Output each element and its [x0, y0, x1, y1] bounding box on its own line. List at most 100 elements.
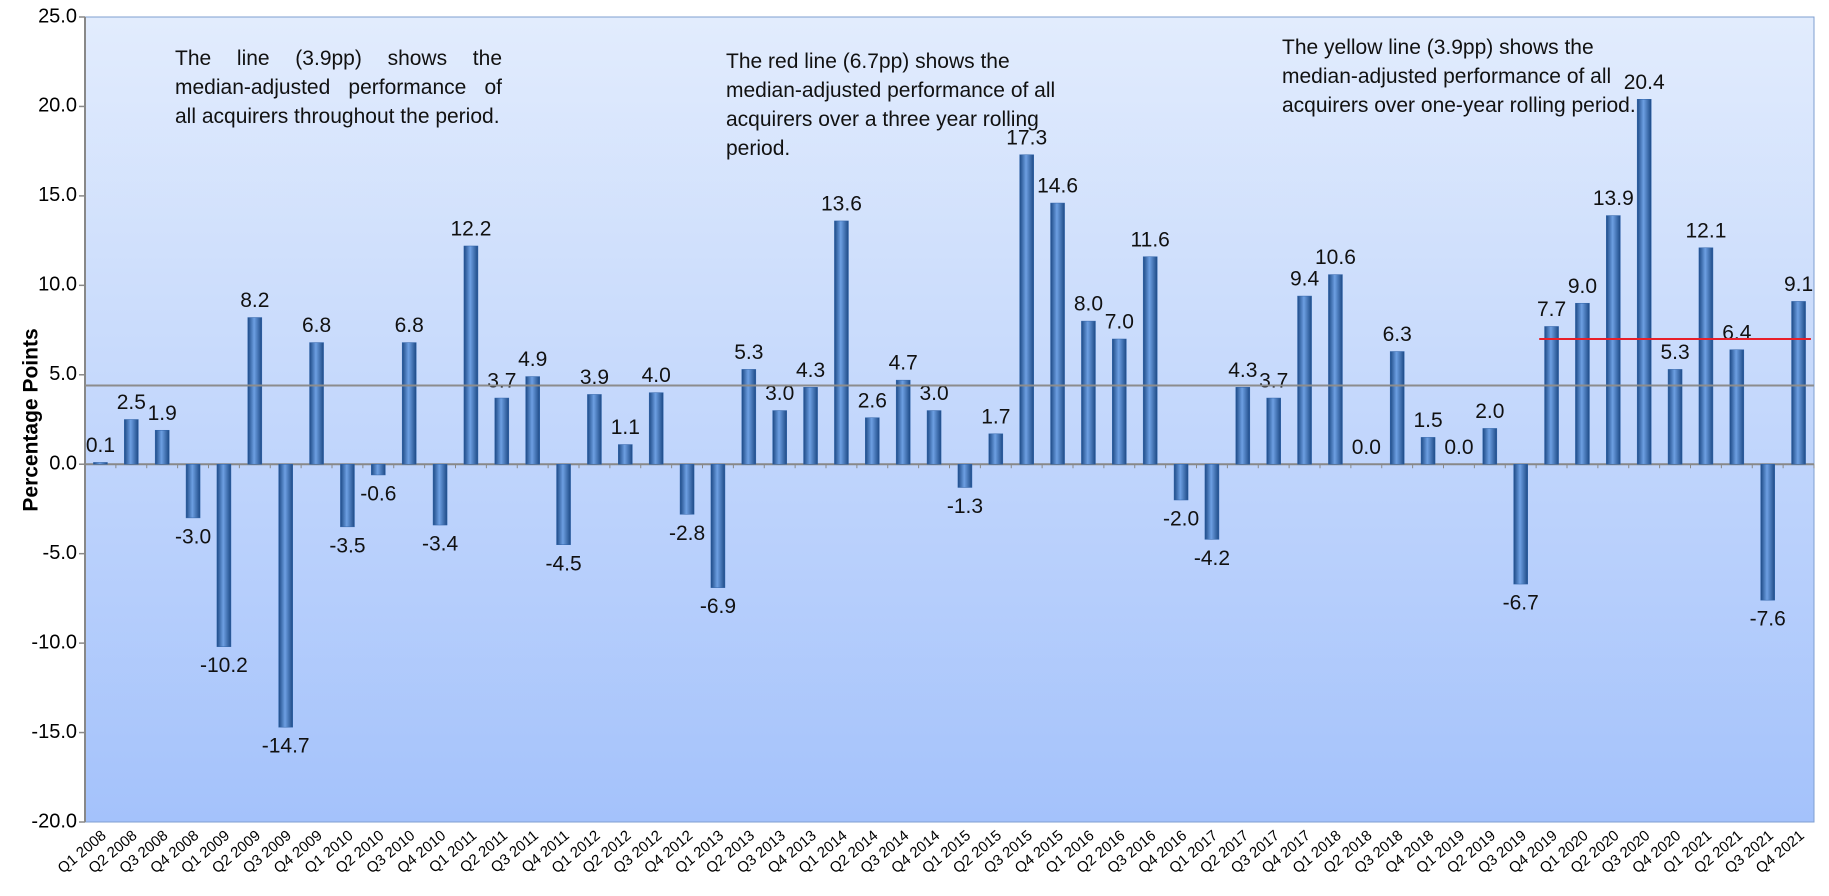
data-label: -6.7 — [1503, 592, 1539, 615]
bar — [1389, 351, 1405, 465]
data-label: -4.5 — [545, 552, 581, 575]
plot-area — [84, 16, 1815, 823]
data-label: 8.0 — [1074, 293, 1103, 316]
bar — [494, 397, 510, 465]
data-label: 11.6 — [1131, 228, 1170, 251]
bar — [278, 463, 293, 728]
data-label: -3.0 — [175, 525, 211, 548]
y-tick-label: 10.0 — [38, 274, 77, 296]
bar — [371, 463, 386, 476]
y-tick-label: -10.0 — [31, 631, 77, 653]
data-label: 9.4 — [1290, 268, 1320, 291]
bar — [895, 379, 911, 465]
data-label: 6.4 — [1722, 321, 1752, 344]
y-tick-label: -20.0 — [31, 810, 77, 832]
data-label: 14.6 — [1037, 175, 1078, 198]
data-label: 7.0 — [1105, 311, 1134, 334]
data-label: 0.0 — [1352, 436, 1381, 459]
data-label: 17.3 — [1006, 126, 1047, 149]
bar — [247, 317, 263, 465]
data-label: 2.6 — [858, 389, 887, 412]
bar — [1142, 256, 1158, 465]
bar — [1729, 349, 1745, 465]
data-label: 4.0 — [642, 364, 671, 387]
data-label: 4.7 — [889, 352, 918, 375]
bar — [1698, 247, 1714, 465]
bar — [1266, 397, 1281, 465]
bar — [1204, 463, 1220, 540]
y-tick-label: -15.0 — [31, 721, 77, 743]
data-label: -14.7 — [262, 735, 310, 758]
bar — [1081, 320, 1096, 465]
data-label: 3.0 — [919, 382, 948, 405]
data-label: 1.9 — [148, 402, 177, 425]
data-label: 5.3 — [1660, 341, 1689, 364]
bar — [741, 369, 757, 465]
bar — [1760, 463, 1775, 601]
bar — [1575, 302, 1590, 465]
data-label: 9.1 — [1784, 273, 1813, 296]
y-axis-title: Percentage Points — [20, 328, 43, 511]
data-label: 3.7 — [1259, 370, 1288, 393]
bar — [1513, 463, 1528, 585]
bar — [124, 419, 139, 465]
bar — [957, 463, 973, 488]
y-tick-label: 0.0 — [49, 453, 77, 475]
bar — [1328, 274, 1343, 465]
data-label: 3.0 — [765, 382, 794, 405]
data-label: 20.4 — [1624, 71, 1665, 94]
bar — [1235, 387, 1251, 465]
data-label: -3.5 — [329, 534, 365, 557]
data-label: 6.8 — [395, 314, 424, 337]
data-label: 7.7 — [1537, 298, 1566, 321]
bar — [926, 410, 942, 465]
bar — [1050, 202, 1065, 465]
y-tick-label: 15.0 — [38, 184, 77, 206]
bar — [463, 245, 479, 465]
bar — [1420, 437, 1436, 465]
bar — [1791, 301, 1806, 465]
data-label: 3.7 — [487, 370, 516, 393]
data-label: 0.1 — [86, 434, 115, 457]
bar — [710, 463, 726, 588]
bar — [1112, 338, 1127, 465]
data-label: 4.3 — [796, 359, 825, 382]
bar — [1019, 154, 1034, 465]
data-label: 10.6 — [1315, 246, 1356, 269]
bar — [309, 342, 324, 465]
bar — [988, 433, 1004, 465]
data-label: 6.3 — [1383, 323, 1412, 346]
data-label: 9.0 — [1568, 275, 1597, 298]
bar — [1297, 295, 1312, 465]
bar — [803, 387, 818, 465]
bar — [648, 392, 664, 465]
bar — [1667, 369, 1683, 465]
bar — [1544, 326, 1559, 465]
bar — [185, 463, 201, 519]
bar — [93, 462, 108, 465]
data-label: -7.6 — [1750, 608, 1786, 631]
bar — [587, 394, 602, 465]
data-label: 12.2 — [451, 218, 492, 241]
bar — [865, 417, 880, 465]
data-label: -2.0 — [1163, 508, 1199, 531]
data-label: -1.3 — [947, 495, 983, 518]
data-label: 13.9 — [1593, 187, 1634, 210]
bar — [1482, 428, 1498, 465]
annotation: The line (3.9pp) shows the median-adjust… — [175, 47, 502, 128]
data-label: 0.0 — [1444, 436, 1473, 459]
bar — [1636, 99, 1652, 465]
bar — [679, 463, 695, 515]
data-label: -2.8 — [669, 522, 705, 545]
data-label: 2.5 — [117, 391, 146, 414]
bar — [556, 463, 571, 545]
y-tick-label: 20.0 — [38, 95, 77, 117]
data-label: 4.3 — [1228, 359, 1257, 382]
data-label: 8.2 — [240, 289, 269, 312]
y-tick-label: 25.0 — [38, 5, 77, 27]
bar — [432, 463, 448, 526]
data-label: 6.8 — [302, 314, 331, 337]
y-tick-label: -5.0 — [43, 542, 77, 564]
